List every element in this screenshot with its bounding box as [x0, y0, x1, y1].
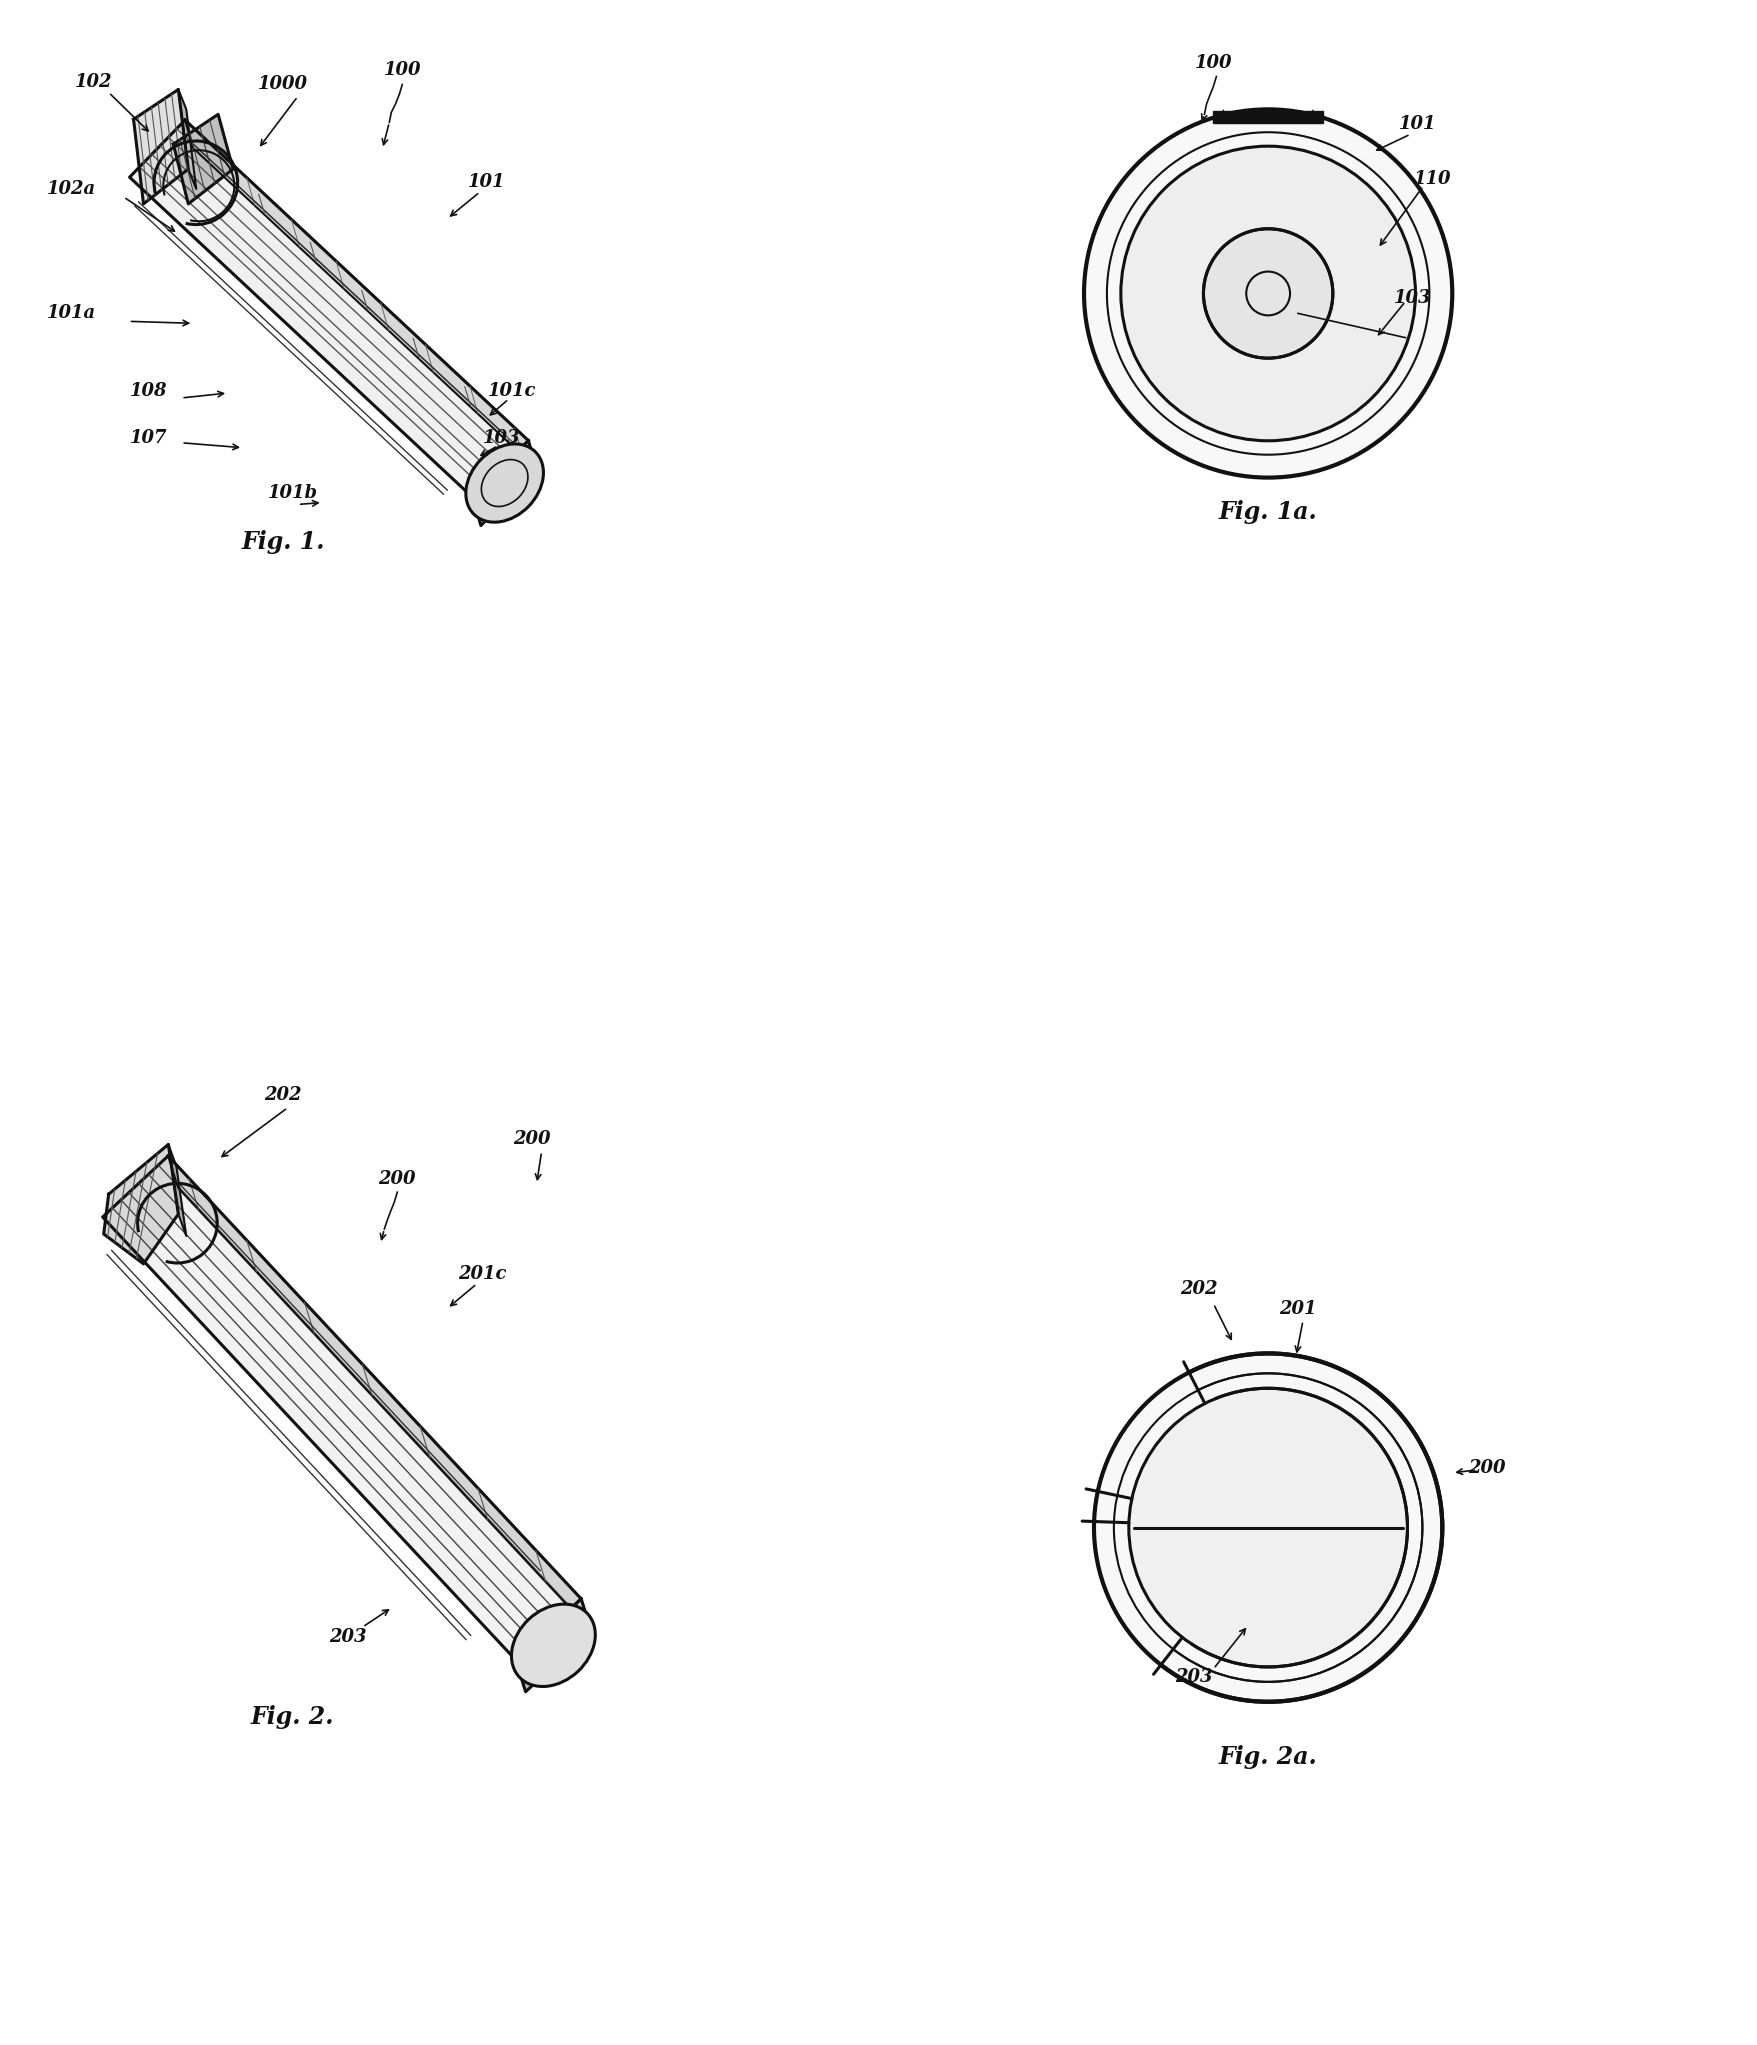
Text: 100: 100 [1195, 53, 1232, 72]
Polygon shape [473, 440, 536, 526]
Circle shape [1204, 229, 1332, 358]
Polygon shape [130, 121, 529, 497]
Circle shape [1121, 145, 1414, 442]
Polygon shape [169, 1145, 186, 1235]
Circle shape [1093, 1354, 1441, 1701]
Text: 108: 108 [130, 382, 167, 401]
Text: 200: 200 [513, 1131, 550, 1149]
Polygon shape [177, 90, 197, 188]
Text: 102: 102 [76, 74, 112, 92]
Text: 101b: 101b [267, 483, 318, 501]
Text: 101: 101 [1399, 115, 1435, 133]
Text: 101: 101 [467, 174, 506, 190]
Polygon shape [169, 1155, 590, 1630]
Polygon shape [184, 121, 536, 468]
Text: 203: 203 [1174, 1669, 1212, 1685]
Text: 103: 103 [483, 429, 520, 446]
Text: Fig. 1.: Fig. 1. [241, 530, 325, 554]
Polygon shape [515, 1599, 590, 1691]
Text: 200: 200 [1467, 1458, 1506, 1476]
Text: 203: 203 [329, 1628, 365, 1646]
Polygon shape [174, 115, 234, 204]
Text: 107: 107 [130, 429, 167, 446]
Text: 202: 202 [264, 1086, 302, 1104]
Polygon shape [104, 1145, 177, 1264]
Text: 101c: 101c [487, 382, 536, 401]
Circle shape [1128, 1389, 1407, 1667]
Polygon shape [1212, 110, 1321, 123]
Text: 1000: 1000 [258, 76, 307, 94]
Polygon shape [134, 90, 188, 204]
Text: Fig. 2a.: Fig. 2a. [1218, 1744, 1316, 1769]
Text: 202: 202 [1179, 1280, 1216, 1299]
Circle shape [1084, 108, 1451, 479]
Text: 102a: 102a [47, 180, 97, 198]
Text: 103: 103 [1393, 290, 1430, 307]
Ellipse shape [511, 1603, 596, 1687]
Text: Fig. 2.: Fig. 2. [251, 1706, 334, 1728]
Text: 201c: 201c [457, 1264, 506, 1282]
Ellipse shape [466, 444, 543, 521]
Text: 110: 110 [1413, 170, 1450, 188]
Text: 100: 100 [383, 61, 420, 78]
Text: 200: 200 [378, 1170, 416, 1188]
Polygon shape [102, 1155, 582, 1661]
Text: 201: 201 [1279, 1301, 1316, 1317]
Text: Fig. 1a.: Fig. 1a. [1218, 501, 1316, 524]
Text: 101a: 101a [47, 305, 97, 323]
